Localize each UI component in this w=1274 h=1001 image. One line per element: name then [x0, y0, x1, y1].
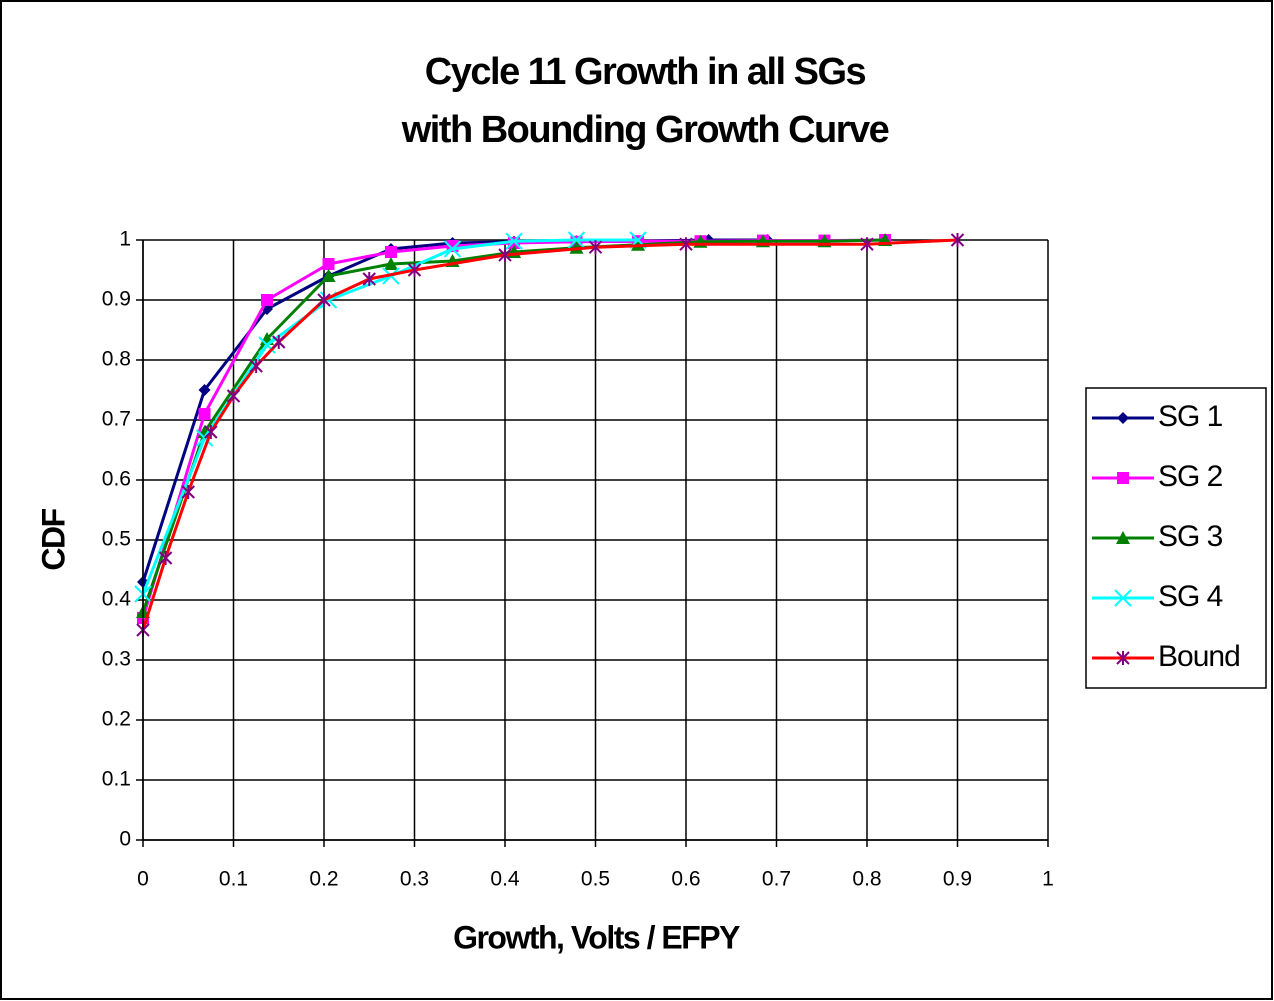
y-axis-title: CDF — [35, 508, 71, 570]
data-point — [443, 240, 462, 258]
x-tick-label: 0.9 — [943, 868, 972, 891]
y-tick-label: 0 — [119, 828, 131, 851]
data-point — [260, 294, 273, 306]
legend-marker — [1116, 651, 1130, 665]
x-tick-label: 0.4 — [490, 868, 520, 891]
y-tick-label: 0.9 — [102, 288, 131, 311]
data-point — [317, 293, 331, 307]
x-tick-label: 0.6 — [671, 868, 700, 891]
y-tick-label: 0.7 — [102, 408, 131, 431]
x-tick-label: 0.2 — [309, 868, 338, 891]
legend-marker — [1114, 589, 1132, 607]
data-point — [588, 240, 603, 255]
y-tick-label: 0.1 — [102, 768, 131, 791]
data-point — [181, 485, 195, 499]
data-point — [272, 335, 286, 349]
data-point — [362, 272, 376, 286]
data-point — [158, 551, 173, 565]
y-tick-label: 0.4 — [102, 588, 132, 611]
y-tick-label: 1 — [119, 228, 131, 251]
data-point — [198, 408, 211, 420]
data-point — [498, 248, 512, 262]
data-point — [226, 389, 241, 403]
x-tick-label: 0.7 — [762, 868, 791, 891]
x-tick-label: 0.3 — [400, 868, 429, 891]
legend-marker — [1116, 531, 1130, 544]
data-point — [198, 384, 211, 396]
legend-label: SG 1 — [1158, 400, 1223, 433]
chart-title: Cycle 11 Growth in all SGs — [425, 51, 866, 93]
x-axis-title: Growth, Volts / EFPY — [453, 919, 740, 955]
legend-label: Bound — [1158, 640, 1240, 673]
data-point — [567, 231, 586, 249]
legend-marker — [1117, 472, 1129, 484]
data-point — [950, 233, 965, 247]
y-tick-label: 0.5 — [102, 528, 131, 551]
data-point — [860, 237, 874, 252]
x-tick-label: 0.1 — [219, 868, 248, 891]
data-point — [384, 246, 397, 258]
x-tick-label: 0.8 — [852, 868, 881, 891]
legend-label: SG 4 — [1158, 580, 1223, 613]
y-tick-label: 0.6 — [102, 468, 131, 491]
y-tick-label: 0.3 — [102, 648, 131, 671]
data-point — [321, 269, 336, 282]
data-point — [204, 425, 218, 439]
data-point — [249, 359, 263, 373]
y-tick-label: 0.2 — [102, 708, 131, 731]
y-tick-label: 0.8 — [102, 348, 131, 371]
legend-marker — [1117, 412, 1129, 424]
legend-label: SG 3 — [1158, 520, 1223, 553]
x-tick-label: 1 — [1042, 868, 1054, 891]
chart-title: with Bounding Growth Curve — [401, 109, 889, 151]
data-point — [505, 232, 523, 250]
data-point — [407, 263, 422, 277]
data-point — [383, 257, 398, 270]
data-point — [322, 258, 335, 270]
x-tick-label: 0.5 — [581, 868, 610, 891]
x-tick-label: 0 — [137, 868, 149, 891]
legend-label: SG 2 — [1158, 460, 1223, 493]
data-point — [679, 237, 693, 252]
